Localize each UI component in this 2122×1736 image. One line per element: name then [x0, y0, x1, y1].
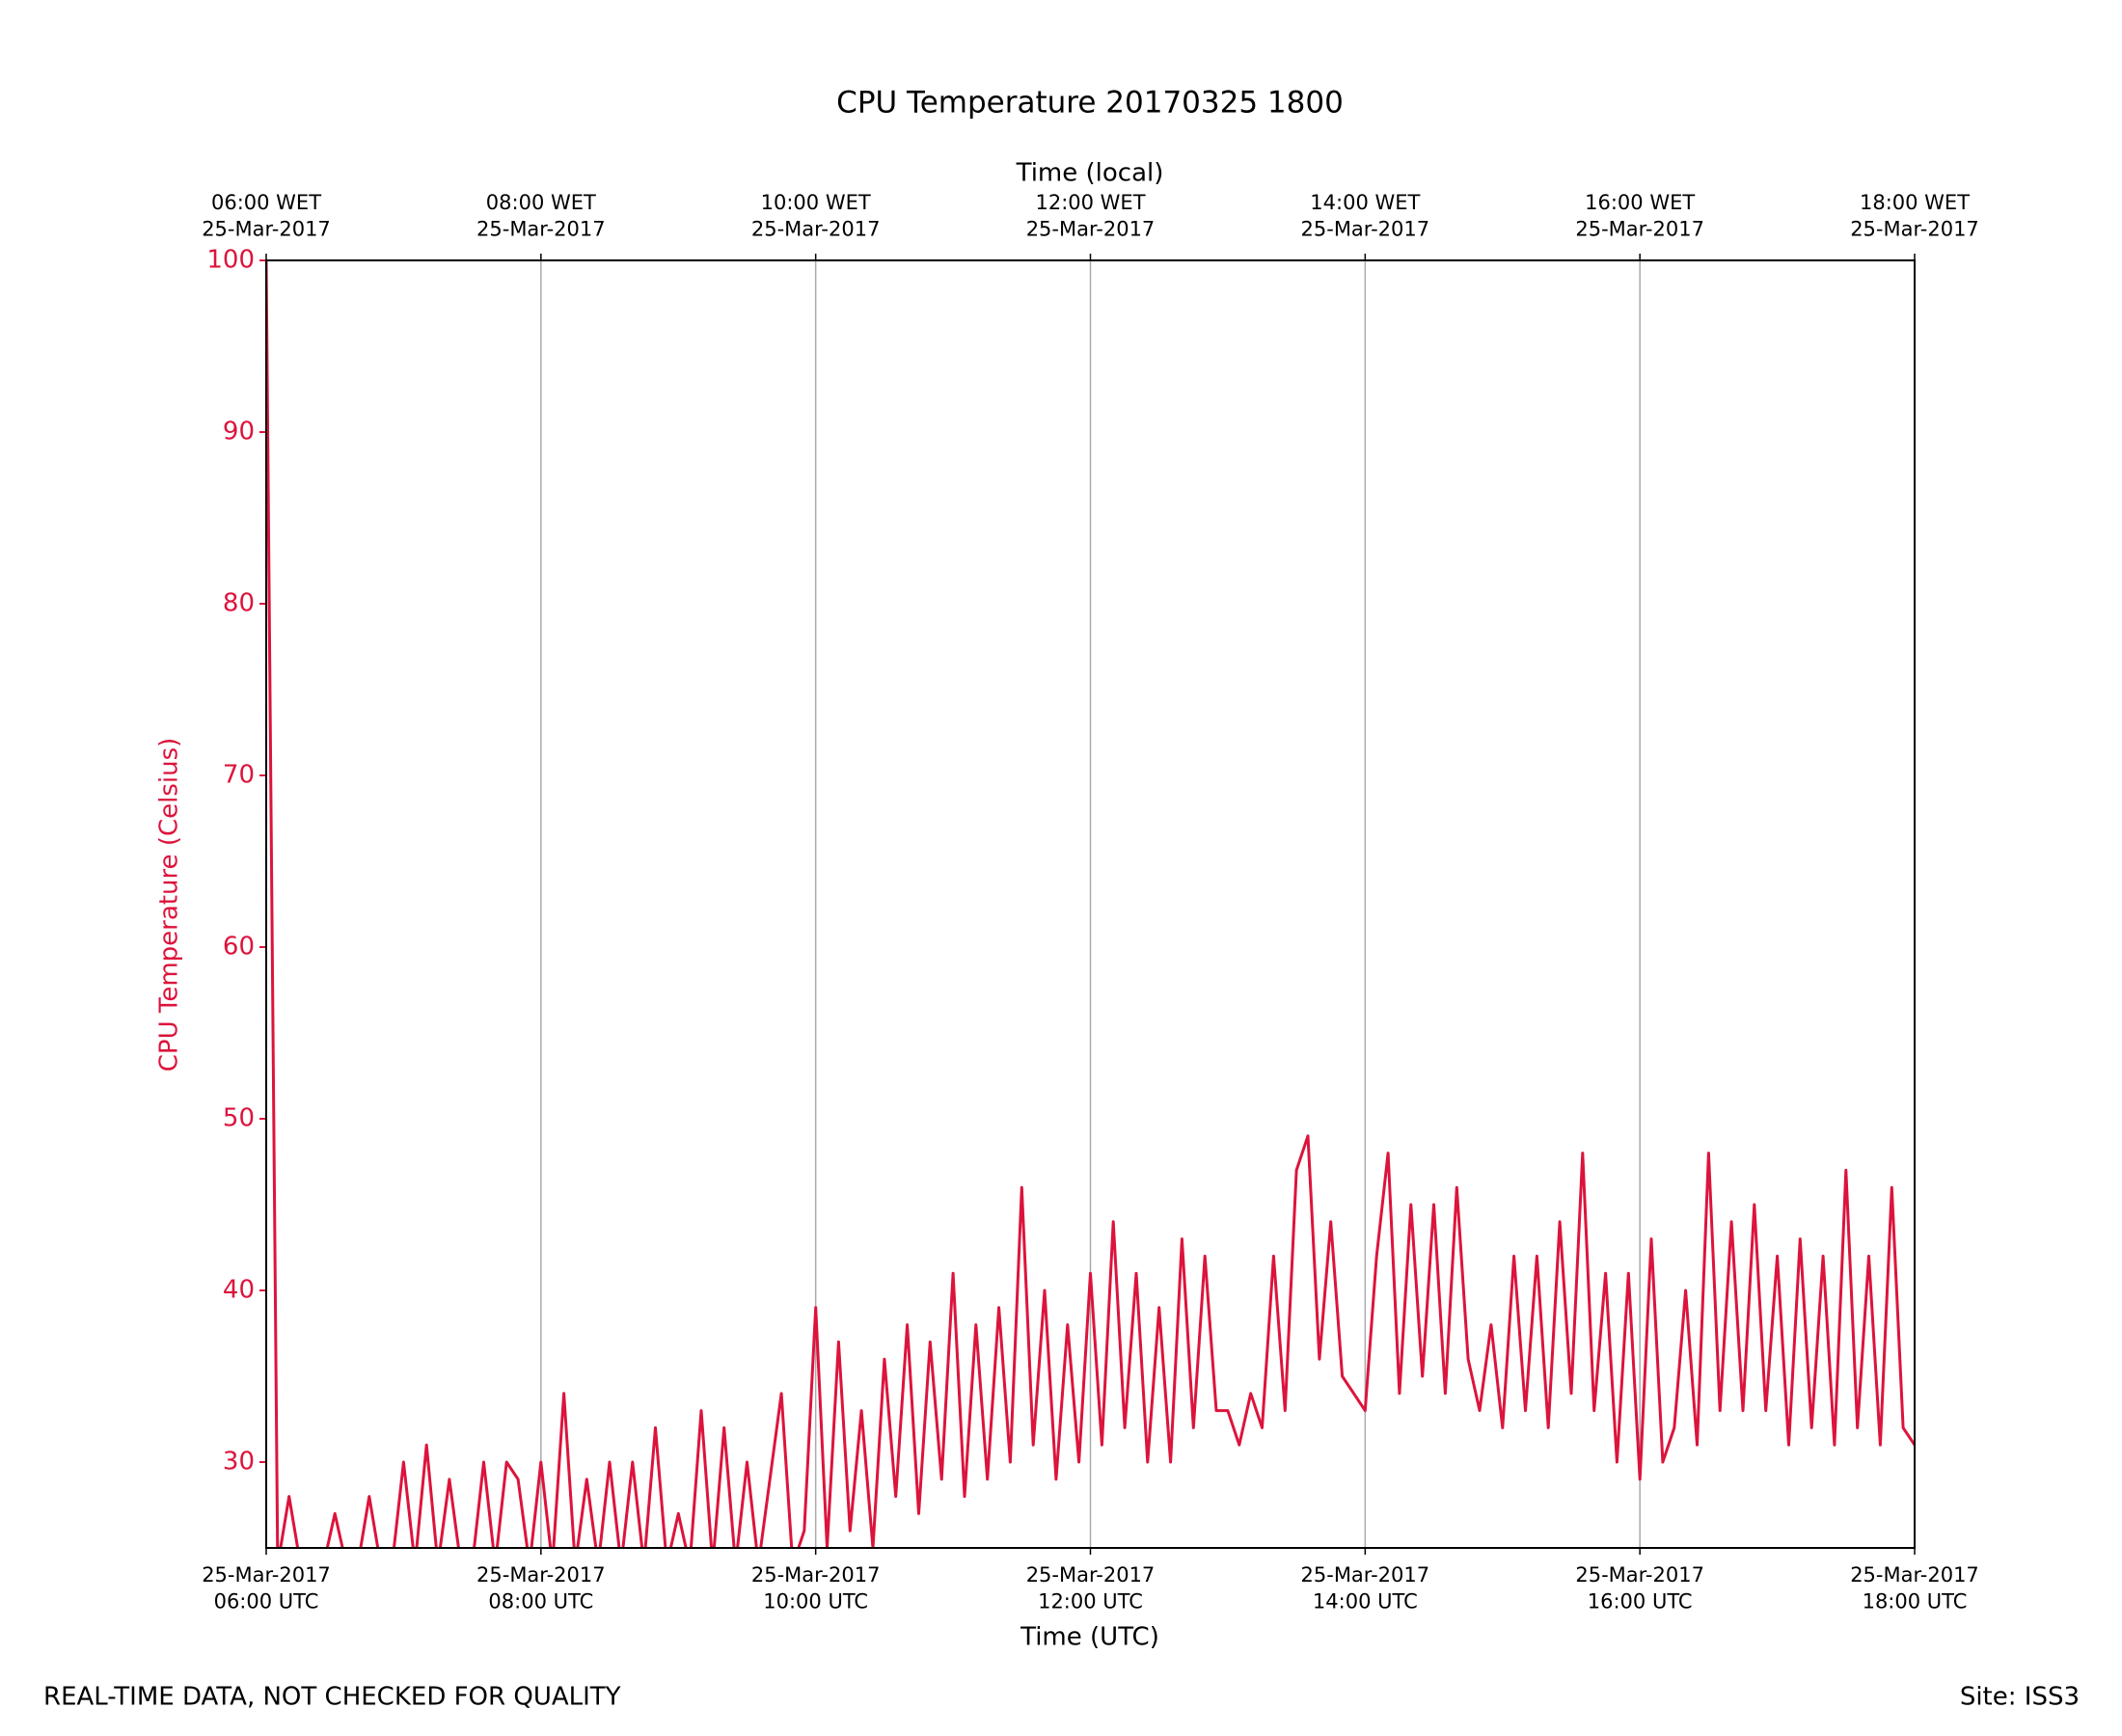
- y-axis-label: CPU Temperature (Celsius): [155, 738, 184, 1072]
- y-tick-label: 30: [223, 1448, 255, 1477]
- x2-tick-label: 14:00 WET 25-Mar-2017: [1301, 191, 1430, 240]
- x-tick-label: 25-Mar-2017 14:00 UTC: [1301, 1563, 1430, 1613]
- y-tick-label: 70: [223, 761, 255, 790]
- temperature-line: [266, 260, 1915, 1548]
- chart-title: CPU Temperature 20170325 1800: [836, 86, 1344, 121]
- site-label: Site: ISS3: [1960, 1683, 2080, 1712]
- y-tick-label: 80: [223, 589, 255, 618]
- y-tick-label: 60: [223, 933, 255, 962]
- x-tick-label: 25-Mar-2017 08:00 UTC: [476, 1563, 606, 1613]
- y-tick-label: 50: [223, 1104, 255, 1133]
- y-tick-label: 100: [206, 246, 255, 275]
- x-tick-label: 25-Mar-2017 18:00 UTC: [1850, 1563, 1979, 1613]
- footer-note: REAL-TIME DATA, NOT CHECKED FOR QUALITY: [43, 1683, 621, 1712]
- x-tick-label: 25-Mar-2017 12:00 UTC: [1026, 1563, 1156, 1613]
- y-tick-label: 40: [223, 1276, 255, 1305]
- x-tick-label: 25-Mar-2017 16:00 UTC: [1575, 1563, 1704, 1613]
- plot-frame: [265, 259, 1916, 1549]
- x2-axis-label: Time (local): [1016, 159, 1164, 188]
- x-axis-label: Time (UTC): [1020, 1623, 1159, 1652]
- y-tick-label: 90: [223, 418, 255, 447]
- x2-tick-label: 12:00 WET 25-Mar-2017: [1026, 191, 1156, 240]
- x2-tick-label: 10:00 WET 25-Mar-2017: [751, 191, 881, 240]
- x-tick-label: 25-Mar-2017 10:00 UTC: [751, 1563, 881, 1613]
- x2-tick-label: 06:00 WET 25-Mar-2017: [202, 191, 331, 240]
- x2-tick-label: 18:00 WET 25-Mar-2017: [1850, 191, 1979, 240]
- x2-tick-label: 16:00 WET 25-Mar-2017: [1575, 191, 1704, 240]
- x2-tick-label: 08:00 WET 25-Mar-2017: [476, 191, 606, 240]
- x-tick-label: 25-Mar-2017 06:00 UTC: [202, 1563, 331, 1613]
